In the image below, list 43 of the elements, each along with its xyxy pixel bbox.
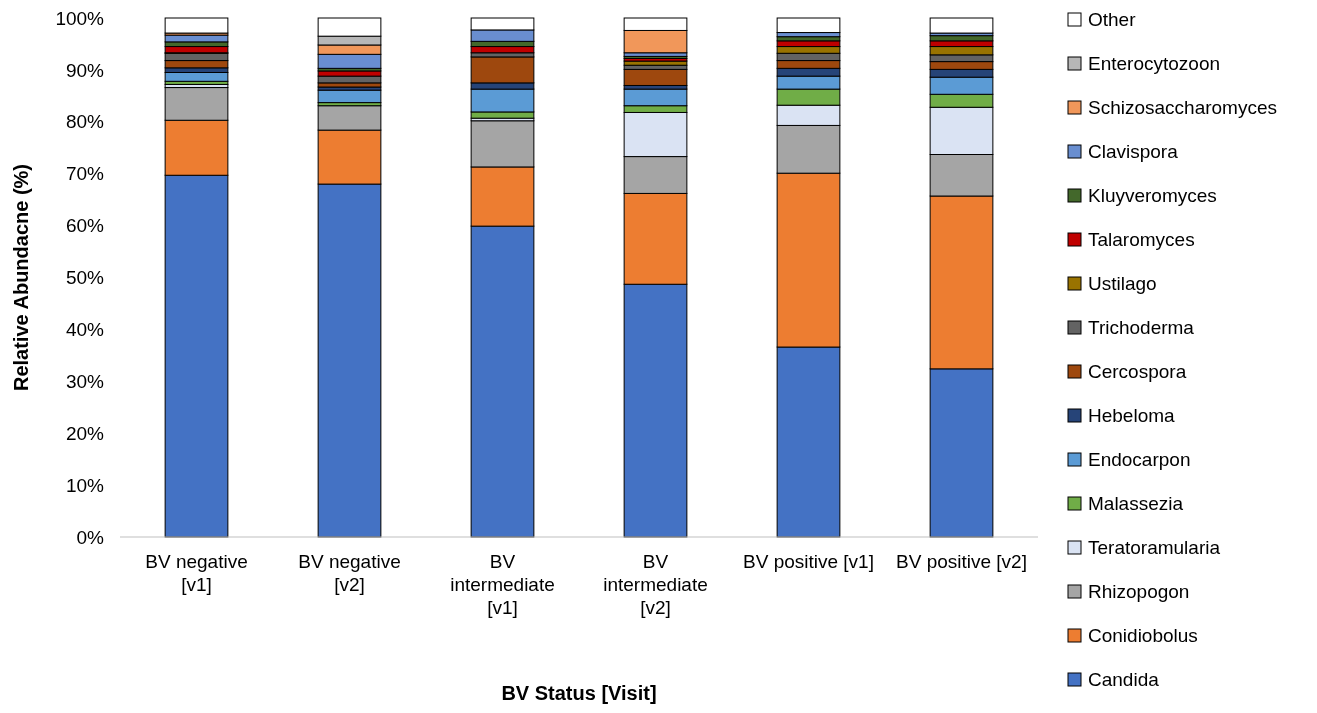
legend-label: Kluyveromyces	[1088, 184, 1217, 206]
legend-label: Malassezia	[1088, 492, 1184, 514]
bar	[776, 17, 841, 34]
legend-label: Schizosaccharomyces	[1088, 96, 1278, 118]
y-tick-label: 20%	[65, 422, 105, 444]
legend-label: Other	[1088, 8, 1137, 30]
y-tick-label: 90%	[65, 59, 105, 81]
y-tick-label: 60%	[65, 215, 105, 237]
legend-label: Teratoramularia	[1088, 536, 1221, 558]
legend-label: Candida	[1088, 668, 1160, 690]
bar	[317, 75, 382, 84]
x-tick-label: BV negative [v2]	[298, 551, 401, 595]
x-tick-label: BV positive [v2]	[896, 551, 1027, 572]
bar	[929, 17, 994, 34]
legend-label: Enterocytozoon	[1088, 52, 1221, 74]
y-axis-title: Relative Abundacne (%)	[10, 163, 32, 392]
bar	[317, 89, 382, 104]
y-tick-label: 70%	[65, 163, 105, 185]
x-axis-title: BV Status [Visit]	[501, 682, 657, 704]
legend-label: Ustilago	[1088, 272, 1157, 294]
y-tick-label: 50%	[65, 267, 105, 289]
x-tick-label: BV intermediate [v2]	[603, 551, 708, 618]
x-tick-label: BV negative [v1]	[145, 551, 248, 595]
legend-label: Talaromyces	[1088, 228, 1195, 250]
x-tick-label: BV positive [v1]	[743, 551, 874, 572]
bar	[164, 72, 229, 82]
y-tick-label: 100%	[55, 7, 105, 29]
bar	[623, 68, 688, 86]
legend-label: Cercospora	[1088, 360, 1187, 382]
legend-label: Clavispora	[1088, 140, 1179, 162]
y-tick-label: 10%	[65, 474, 105, 496]
legend-label: Trichoderma	[1088, 316, 1195, 338]
y-tick-label: 80%	[65, 111, 105, 133]
bar	[164, 17, 229, 34]
x-tick-label: BV intermediate [v1]	[450, 551, 555, 618]
legend-label: Rhizopogon	[1088, 580, 1190, 602]
legend-label: Hebeloma	[1088, 404, 1176, 426]
legend-label: Endocarpon	[1088, 448, 1191, 470]
y-tick-label: 0%	[76, 526, 105, 548]
bar	[164, 34, 229, 43]
y-tick-label: 40%	[65, 319, 105, 341]
y-tick-label: 30%	[65, 370, 105, 392]
legend-label: Conidiobolus	[1088, 624, 1198, 646]
